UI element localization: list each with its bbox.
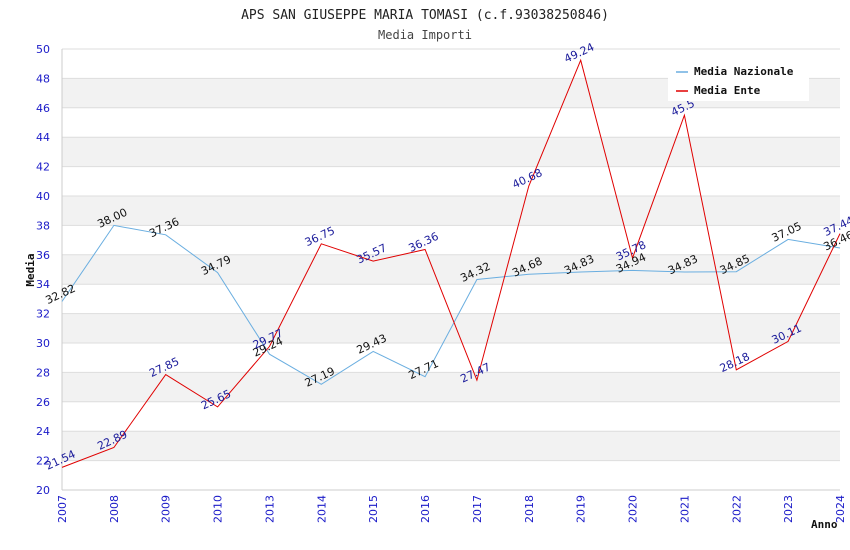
y-tick-label: 36 <box>36 249 50 262</box>
x-tick-label: 2020 <box>627 495 640 523</box>
legend-box <box>668 60 809 101</box>
y-tick-labels: 20 22 24 26 28 30 32 34 36 38 40 42 44 46 48 50 <box>36 43 50 497</box>
series-lines <box>61 58 841 468</box>
series-line-media-ente <box>61 58 841 468</box>
x-axis-label: Anno <box>811 518 838 531</box>
y-tick-label: 20 <box>36 484 50 497</box>
y-tick-label: 28 <box>36 366 50 379</box>
y-tick-label: 24 <box>36 425 50 438</box>
legend: Media Nazionale Media Ente <box>668 60 809 101</box>
y-tick-label: 44 <box>36 131 50 144</box>
x-tick-label: 2008 <box>108 495 121 523</box>
x-tick-label: 2018 <box>523 495 536 523</box>
y-tick-label: 38 <box>36 219 50 232</box>
y-tick-label: 32 <box>36 308 50 321</box>
y-tick-label: 30 <box>36 337 50 350</box>
x-tick-label: 2017 <box>471 495 484 523</box>
y-tick-label: 42 <box>36 161 50 174</box>
data-label: 49.24 <box>562 40 596 65</box>
x-tick-label: 2013 <box>263 495 276 523</box>
grid-band <box>62 431 840 461</box>
y-tick-label: 40 <box>36 190 50 203</box>
chart-title: APS SAN GIUSEPPE MARIA TOMASI (c.f.93038… <box>241 8 609 23</box>
x-tick-label: 2015 <box>367 495 380 523</box>
data-label: 21.54 <box>43 448 77 473</box>
x-tick-label: 2023 <box>782 495 795 523</box>
grid-bands <box>62 78 840 461</box>
x-tick-label: 2009 <box>160 495 173 523</box>
legend-label-ente: Media Ente <box>694 84 761 97</box>
data-label: 36.75 <box>303 224 337 249</box>
data-label: 40.68 <box>510 166 544 191</box>
y-tick-label: 50 <box>36 43 50 56</box>
legend-label-nazionale: Media Nazionale <box>694 65 794 78</box>
axes <box>61 49 840 491</box>
y-axis-label: Media <box>24 253 37 286</box>
y-tick-label: 34 <box>36 278 50 291</box>
grid-band <box>62 372 840 402</box>
data-label: 28.18 <box>718 350 752 375</box>
chart-subtitle: Media Importi <box>378 28 472 42</box>
x-tick-label: 2021 <box>678 495 691 523</box>
x-tick-label: 2010 <box>212 495 225 523</box>
x-tick-labels: 2007 2008 2009 2010 2013 2014 2015 2016 2017 2018… <box>56 495 847 523</box>
grid-band <box>62 137 840 167</box>
x-tick-label: 2022 <box>730 495 743 523</box>
grid-band <box>62 254 840 285</box>
x-tick-label: 2016 <box>419 495 432 523</box>
y-tick-label: 26 <box>36 396 50 409</box>
grid-band <box>62 196 840 226</box>
x-tick-label: 2019 <box>575 495 588 523</box>
x-tick-label: 2014 <box>315 495 328 523</box>
y-tick-label: 46 <box>36 102 50 115</box>
series-line-media-nazionale <box>61 224 841 385</box>
x-tick-label: 2024 <box>834 495 847 523</box>
x-tick-label: 2007 <box>56 495 69 523</box>
data-label: 36.36 <box>407 230 441 255</box>
y-tick-label: 48 <box>36 72 50 85</box>
y-tick-label: 22 <box>36 455 50 468</box>
